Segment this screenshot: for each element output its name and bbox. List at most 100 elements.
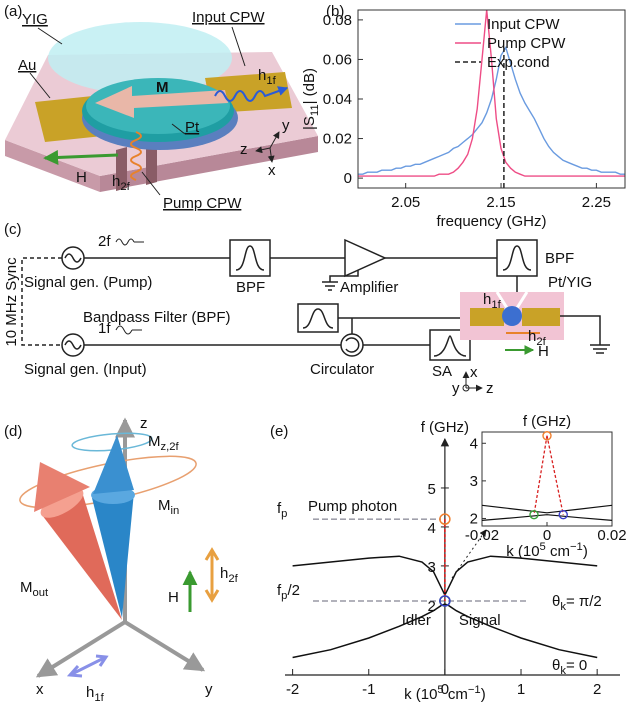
diagram-label: H bbox=[538, 343, 549, 360]
diagram-label: Au bbox=[18, 57, 36, 74]
y-axis-label-part: | (dB) bbox=[301, 68, 318, 104]
curve-label-part: = π/2 bbox=[566, 593, 602, 610]
diagram-label: z bbox=[240, 141, 248, 158]
diagram-label: y bbox=[205, 681, 213, 698]
diagram-label: x bbox=[268, 162, 276, 179]
diagram-label: 1f bbox=[98, 320, 111, 337]
inset-x-label-part: −1 bbox=[570, 541, 583, 553]
diagram-label: Pt bbox=[185, 119, 200, 136]
diagram-label: M bbox=[156, 79, 169, 96]
diagram-label: Pump CPW bbox=[163, 195, 242, 212]
diagram-label: YIG bbox=[22, 11, 48, 28]
inset-x-tick-label: 0.02 bbox=[597, 527, 626, 544]
diagram-label-part: M bbox=[158, 497, 171, 514]
diagram-label-part: h bbox=[258, 67, 266, 84]
y-tick-label: 4 bbox=[428, 520, 436, 537]
legend-label: Pump CPW bbox=[487, 35, 566, 52]
level-label-part: p bbox=[281, 508, 287, 520]
x-tick-label: -2 bbox=[286, 681, 299, 698]
y-tick-label: 0 bbox=[344, 170, 352, 187]
diagram-label: Input CPW bbox=[192, 9, 265, 26]
diagram-label: z bbox=[140, 415, 148, 432]
diagram-label: z bbox=[486, 380, 494, 397]
page: { "diagrams": { "a": {"panel_label": "(a… bbox=[0, 0, 636, 702]
x-tick-label: 2.25 bbox=[582, 194, 611, 211]
y-axis-label-part: |S bbox=[301, 116, 318, 130]
setup-diagram-circle bbox=[502, 306, 522, 326]
diagram-label: H bbox=[168, 589, 179, 606]
inset-x-label-part: cm bbox=[546, 543, 570, 560]
diagram-label: x bbox=[36, 681, 44, 698]
diagram-label-part: 1f bbox=[491, 299, 501, 311]
diagram-label: y bbox=[282, 117, 290, 134]
diagram-label: SA bbox=[432, 363, 452, 380]
diagram-label-part: h bbox=[528, 328, 536, 345]
diagram-label-part: h bbox=[86, 684, 94, 701]
diagram-label: (a) bbox=[4, 3, 22, 20]
legend-label: Exp.cond bbox=[487, 54, 550, 71]
curve-label-part: = 0 bbox=[566, 657, 587, 674]
diagram-label: BPF bbox=[545, 250, 574, 267]
y-tick-label: 5 bbox=[428, 481, 436, 498]
inset-y-tick-label: 3 bbox=[470, 473, 478, 490]
inset-y-tick-label: 2 bbox=[470, 510, 478, 527]
diagram-label-part: h bbox=[112, 173, 120, 190]
diagram-label-part: out bbox=[33, 587, 50, 599]
inset-y-tick-label: 4 bbox=[470, 435, 478, 452]
y-tick-label: 0.02 bbox=[323, 131, 352, 148]
diagram-label: (c) bbox=[4, 221, 22, 238]
y-tick-label: 0.06 bbox=[323, 51, 352, 68]
x-axis-label-part: −1 bbox=[468, 684, 481, 696]
inset-frame bbox=[482, 432, 612, 526]
inset-x-tick-label: -0.02 bbox=[465, 527, 499, 544]
diagram-label: 2f bbox=[98, 233, 111, 250]
diagram-label: Signal gen. (Pump) bbox=[24, 274, 152, 291]
diagram-label: Signal gen. (Input) bbox=[24, 361, 147, 378]
x-tick-label: 1 bbox=[517, 681, 525, 698]
diagram-label: Amplifier bbox=[340, 279, 398, 296]
diagram-label: x bbox=[470, 364, 478, 381]
figure: (a)YIGInput CPWAuMh1fPtHzyxh2fPump CPW(c… bbox=[0, 0, 636, 702]
x-tick-label: 2 bbox=[593, 681, 601, 698]
diagram-label-part: M bbox=[20, 579, 33, 596]
inset-y-label: f (GHz) bbox=[523, 413, 571, 430]
setup-diagram-rect bbox=[522, 308, 560, 326]
diagram-label-part: 1f bbox=[266, 75, 276, 87]
diagram-label-part: 1f bbox=[94, 692, 104, 702]
diagram-label-part: 2f bbox=[120, 181, 130, 193]
diagram-label: H bbox=[76, 169, 87, 186]
y-axis-label: f (GHz) bbox=[421, 419, 469, 436]
x-axis-label-part: cm bbox=[444, 686, 468, 702]
x-tick-label: 2.15 bbox=[486, 194, 515, 211]
photon-label: Idler bbox=[402, 612, 431, 629]
diagram-label: 10 MHz Sync bbox=[3, 257, 20, 347]
x-axis-label-part: k (10 bbox=[404, 686, 437, 702]
x-axis-label-part: ) bbox=[481, 686, 486, 702]
diagram-label: Pt/YIG bbox=[548, 274, 592, 291]
diagram-label-part: z,2f bbox=[161, 441, 180, 453]
y-axis-label-part: 11 bbox=[309, 104, 321, 116]
panel-label: (e) bbox=[270, 423, 288, 440]
x-tick-label: 2.05 bbox=[391, 194, 420, 211]
y-tick-label: 0.04 bbox=[323, 91, 352, 108]
diagram-label-part: M bbox=[148, 433, 161, 450]
legend-label: Input CPW bbox=[487, 16, 560, 33]
diagram-label: y bbox=[452, 380, 460, 397]
curve-label-part: θ bbox=[552, 593, 560, 610]
diagram-label-part: h bbox=[483, 291, 491, 308]
level-label-part: /2 bbox=[287, 582, 300, 599]
x-axis-label: frequency (GHz) bbox=[436, 213, 546, 230]
diagram-label: BPF bbox=[236, 279, 265, 296]
photon-label: Pump photon bbox=[308, 498, 397, 515]
photon-label: Signal bbox=[459, 612, 501, 629]
level-label: fp/2 bbox=[277, 582, 300, 602]
panel-label: (b) bbox=[326, 3, 344, 20]
diagram-label-part: h bbox=[220, 565, 228, 582]
x-tick-label: -1 bbox=[362, 681, 375, 698]
inset-x-label-part: ) bbox=[583, 543, 588, 560]
diagram-label: (d) bbox=[4, 423, 22, 440]
diagram-label: Circulator bbox=[310, 361, 374, 378]
inset-x-label-part: k (10 bbox=[506, 543, 539, 560]
diagram-label-part: in bbox=[171, 505, 180, 517]
curve-label-part: θ bbox=[552, 657, 560, 674]
